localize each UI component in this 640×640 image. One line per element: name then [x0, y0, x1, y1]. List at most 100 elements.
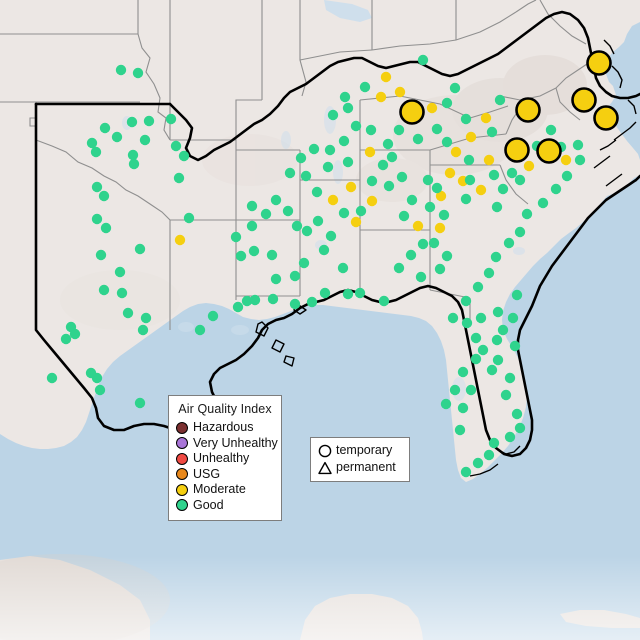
site-marker: [514, 226, 526, 238]
site-marker: [95, 249, 107, 261]
site-marker: [492, 354, 504, 366]
site-marker: [114, 266, 126, 278]
site-marker: [140, 312, 152, 324]
site-marker: [291, 220, 303, 232]
site-marker: [246, 200, 258, 212]
site-marker: [132, 67, 144, 79]
site-marker: [417, 238, 429, 250]
site-marker: [350, 120, 362, 132]
site-marker: [90, 146, 102, 158]
aqi-legend-label: Good: [193, 497, 224, 512]
site-marker: [477, 344, 489, 356]
site-marker: [143, 115, 155, 127]
site-marker: [282, 205, 294, 217]
aqi-swatch-icon: [176, 421, 188, 434]
site-marker: [561, 170, 573, 182]
site-marker: [298, 257, 310, 269]
site-marker: [306, 296, 318, 308]
site-marker: [523, 160, 535, 172]
aqi-legend-row-unhealthy: Unhealthy: [176, 451, 274, 467]
site-marker: [91, 181, 103, 193]
site-marker: [327, 109, 339, 121]
site-marker: [447, 312, 459, 324]
site-marker-highlighted: [399, 99, 425, 125]
site-marker: [375, 91, 387, 103]
site-marker: [248, 245, 260, 257]
site-marker: [449, 82, 461, 94]
site-marker-highlighted: [504, 137, 530, 163]
site-marker: [69, 328, 81, 340]
site-marker: [308, 143, 320, 155]
site-marker: [246, 220, 258, 232]
site-marker: [494, 94, 506, 106]
site-marker: [460, 466, 472, 478]
site-marker: [139, 134, 151, 146]
site-marker: [345, 181, 357, 193]
site-marker: [267, 293, 279, 305]
site-marker: [398, 210, 410, 222]
water-lake-erie: [324, 0, 372, 22]
site-marker: [460, 113, 472, 125]
site-marker: [134, 397, 146, 409]
site-marker: [207, 310, 219, 322]
site-marker: [488, 169, 500, 181]
site-marker: [572, 139, 584, 151]
site-marker: [301, 225, 313, 237]
site-legend-row-temporary: temporary: [317, 442, 403, 459]
site-marker: [98, 190, 110, 202]
site-marker: [560, 154, 572, 166]
site-marker: [438, 209, 450, 221]
site-marker: [472, 457, 484, 469]
site-marker: [537, 197, 549, 209]
site-marker: [574, 154, 586, 166]
site-marker: [319, 287, 331, 299]
site-marker: [194, 324, 206, 336]
site-marker-highlighted: [586, 50, 612, 76]
aqi-legend-label: Unhealthy: [193, 451, 250, 466]
site-marker: [426, 102, 438, 114]
site-marker: [463, 154, 475, 166]
site-marker-highlighted: [593, 105, 619, 131]
aqi-legend-label: Moderate: [193, 482, 246, 497]
site-type-legend: temporary permanent: [310, 437, 410, 482]
site-marker: [383, 180, 395, 192]
site-marker: [511, 289, 523, 301]
site-marker: [412, 220, 424, 232]
aqi-legend-label: Hazardous: [193, 420, 254, 435]
site-marker: [325, 230, 337, 242]
site-marker: [497, 183, 509, 195]
site-marker: [434, 222, 446, 234]
aqi-legend-label: Very Unhealthy: [193, 435, 278, 450]
site-marker: [415, 271, 427, 283]
site-marker: [431, 182, 443, 194]
site-marker: [428, 237, 440, 249]
site-marker: [318, 244, 330, 256]
site-marker-highlighted: [571, 87, 597, 113]
site-marker: [111, 131, 123, 143]
site-marker: [492, 306, 504, 318]
site-marker: [115, 64, 127, 76]
site-marker: [377, 159, 389, 171]
site-marker: [441, 136, 453, 148]
site-marker: [183, 212, 195, 224]
site-marker: [86, 137, 98, 149]
aqi-legend-row-hazardous: Hazardous: [176, 420, 274, 436]
site-marker: [99, 122, 111, 134]
coastline: [255, 39, 637, 477]
site-marker: [295, 152, 307, 164]
site-marker: [396, 171, 408, 183]
site-marker: [322, 161, 334, 173]
site-marker: [464, 174, 476, 186]
site-marker: [449, 384, 461, 396]
aqi-legend-row-usg: USG: [176, 467, 274, 483]
site-marker: [424, 201, 436, 213]
site-marker: [339, 91, 351, 103]
site-marker: [488, 437, 500, 449]
site-marker: [475, 312, 487, 324]
site-marker: [386, 151, 398, 163]
site-marker: [441, 97, 453, 109]
site-marker: [450, 146, 462, 158]
site-marker: [327, 194, 339, 206]
site-marker: [338, 135, 350, 147]
site-marker: [406, 194, 418, 206]
